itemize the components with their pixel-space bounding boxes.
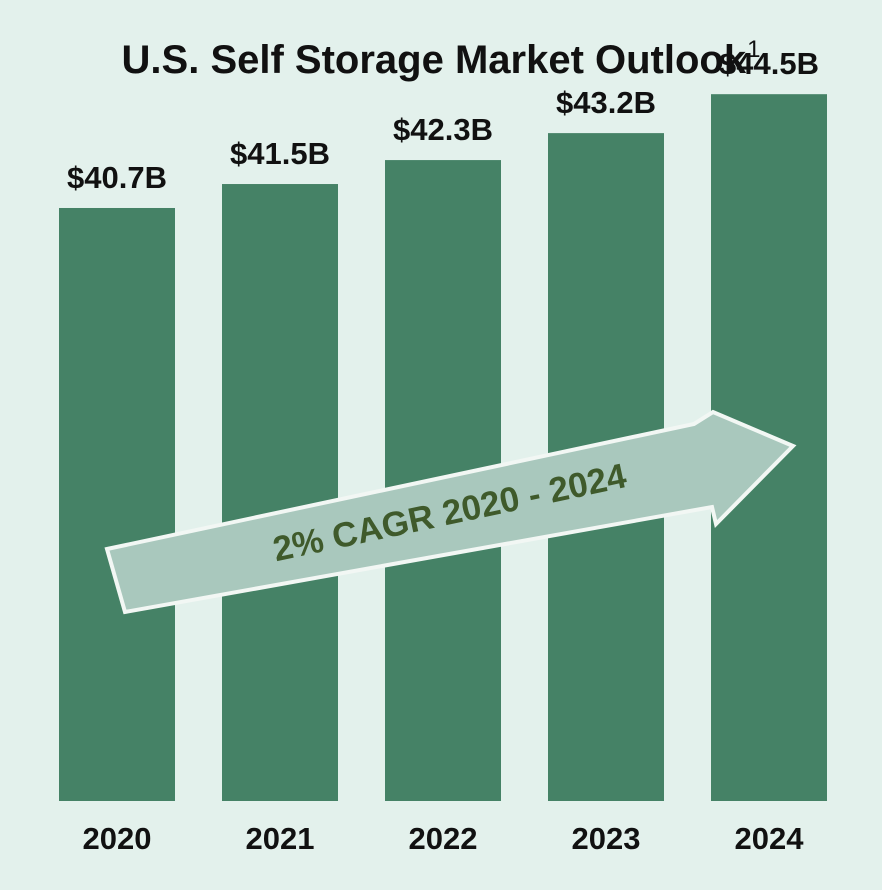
x-axis-ticks: 2020 2021 2022 2023 2024	[83, 821, 805, 856]
bar-2020	[59, 207, 175, 802]
bar-2021	[222, 184, 338, 801]
x-tick-2024: 2024	[735, 821, 805, 856]
cagr-arrow-shape	[104, 409, 797, 615]
data-label-2020: $40.7B	[67, 160, 167, 195]
bars-group	[59, 94, 827, 802]
x-tick-2021: 2021	[246, 821, 315, 856]
chart-title-text: U.S. Self Storage Market Outlook	[121, 38, 747, 82]
data-label-2021: $41.5B	[230, 136, 330, 171]
x-tick-2023: 2023	[572, 821, 641, 856]
chart-title: U.S. Self Storage Market Outlook1	[0, 36, 882, 83]
title-footnote: 1	[747, 36, 761, 63]
data-label-2024: $44.5B	[719, 46, 819, 81]
data-label-2022: $42.3B	[393, 112, 493, 147]
x-tick-2022: 2022	[409, 821, 478, 856]
x-tick-2020: 2020	[83, 821, 152, 856]
data-label-2023: $43.2B	[556, 85, 656, 120]
data-labels-group: $40.7B $41.5B $42.3B $43.2B $44.5B	[67, 46, 819, 195]
